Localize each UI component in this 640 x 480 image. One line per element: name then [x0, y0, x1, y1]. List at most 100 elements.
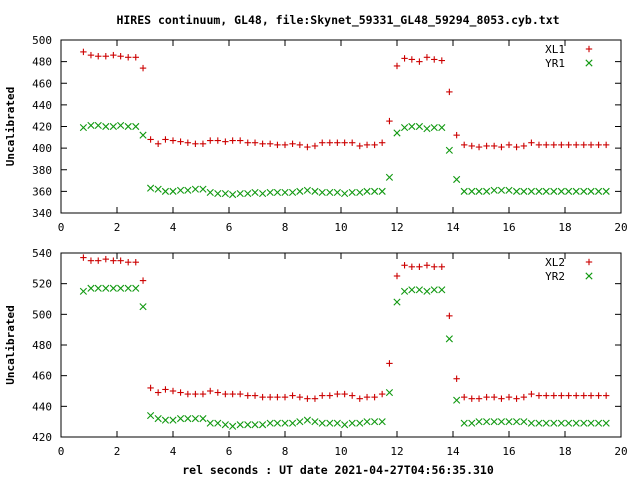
data-point: [184, 390, 192, 398]
data-point: [580, 392, 587, 399]
data-point: [319, 392, 326, 399]
legend-label: YR1: [545, 57, 565, 70]
data-point: [124, 284, 132, 292]
data-point: [79, 287, 87, 295]
data-point-d2: [363, 187, 371, 195]
data-point: [401, 55, 408, 62]
data-point: [580, 187, 588, 195]
data-point-d2: [288, 419, 297, 427]
legend-label: YR2: [545, 270, 565, 283]
data-point-d2: [595, 419, 603, 427]
data-point: [221, 421, 229, 429]
data-point-d2: [94, 284, 102, 292]
data-point: [587, 419, 595, 427]
data-point-d2: [79, 123, 87, 132]
data-point: [139, 277, 147, 284]
upper-plot-panel: 340 360 380 400 420 440 460 480 500 0 2 4 6 8 10 12 14 16…: [4, 34, 628, 234]
data-point: [587, 141, 595, 149]
data-point-d2: [587, 187, 595, 195]
data-point-d2: [602, 419, 610, 427]
data-point: [461, 141, 468, 149]
data-point: [79, 123, 87, 132]
data-point: [363, 141, 371, 149]
data-point: [460, 187, 468, 195]
legend-label: XL2: [545, 256, 565, 269]
data-point: [565, 141, 572, 149]
data-point: [513, 395, 520, 402]
data-point: [154, 389, 162, 396]
data-point-d2: [460, 419, 468, 427]
y-tick-label: 500: [32, 308, 52, 321]
data-point: [311, 187, 319, 195]
y-tick-label: 440: [32, 400, 52, 413]
data-point-d2: [87, 284, 95, 292]
data-point-d2: [580, 419, 588, 427]
data-point: [87, 121, 95, 130]
data-point-d2: [259, 421, 267, 429]
data-point: [431, 263, 438, 270]
data-point: [565, 419, 573, 427]
data-point: [281, 141, 289, 149]
y-tick-label: 460: [32, 370, 52, 383]
legend-marker-d2: [585, 272, 593, 280]
x-tick-label: 12: [390, 445, 403, 458]
data-point: [505, 141, 513, 149]
data-point: [505, 418, 513, 426]
data-point: [565, 392, 572, 399]
data-point-d2: [311, 418, 319, 426]
series-yr1: [79, 121, 610, 199]
data-point-d2: [154, 415, 162, 423]
data-point: [438, 286, 446, 294]
data-point-d2: [318, 419, 326, 427]
data-point: [214, 419, 222, 427]
data-point: [229, 191, 237, 199]
data-point-d2: [191, 185, 199, 193]
data-point: [334, 139, 341, 146]
data-point: [483, 142, 490, 150]
data-point-d2: [520, 418, 528, 426]
data-point: [438, 57, 445, 64]
data-point: [251, 421, 259, 429]
data-point: [558, 392, 565, 399]
data-point: [483, 393, 490, 401]
data-point: [475, 143, 483, 151]
data-point: [176, 186, 185, 194]
data-point-d2: [229, 422, 237, 430]
data-point: [222, 390, 229, 398]
data-point-d2: [132, 284, 140, 292]
data-point-d2: [124, 284, 132, 292]
data-point: [318, 419, 326, 427]
data-point: [550, 141, 557, 149]
data-point: [273, 188, 282, 197]
legend-marker: [585, 258, 593, 266]
data-point: [244, 421, 252, 429]
data-point-d2: [527, 419, 535, 427]
data-point: [281, 419, 289, 427]
data-point: [363, 418, 371, 426]
data-point: [296, 418, 304, 426]
data-point: [483, 187, 491, 195]
data-point: [296, 393, 304, 401]
data-point: [334, 390, 341, 398]
data-point-d2: [147, 411, 155, 420]
data-point-d2: [423, 125, 431, 133]
data-point-d2: [318, 188, 326, 197]
legend-marker: [585, 59, 593, 67]
data-point: [296, 141, 304, 149]
data-point-d2: [512, 418, 521, 426]
data-point: [80, 48, 87, 56]
data-point-d2: [505, 418, 513, 426]
data-point-d2: [281, 419, 289, 427]
data-point-d2: [94, 121, 102, 130]
data-point: [110, 51, 117, 59]
data-point: [125, 54, 132, 61]
data-point-d2: [348, 188, 356, 197]
data-point: [528, 390, 535, 398]
data-point: [475, 187, 483, 195]
data-point: [289, 392, 296, 399]
data-point: [102, 255, 109, 263]
legend-marker-d2: [585, 59, 593, 67]
data-point: [550, 187, 558, 195]
data-point: [244, 392, 251, 399]
